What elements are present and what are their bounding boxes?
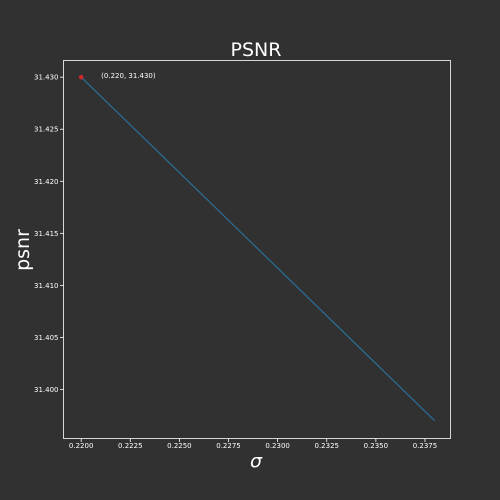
x-tick-label: 0.2250 [167, 442, 192, 450]
highlight-point-label: (0.220, 31.430) [101, 72, 156, 80]
y-tick-label: 31.405 [34, 334, 59, 342]
x-tick-label: 0.2225 [118, 442, 143, 450]
series-line [80, 76, 436, 422]
x-axis-label: σ [250, 450, 263, 472]
y-tick-label: 31.400 [34, 386, 59, 394]
x-tick-label: 0.2350 [364, 442, 389, 450]
y-tick-label: 31.410 [34, 282, 59, 290]
y-axis-label: psnr [12, 229, 34, 271]
highlight-point [78, 74, 84, 80]
chart-title: PSNR [231, 39, 282, 61]
y-tick-label: 31.425 [34, 126, 59, 134]
plot-frame [63, 60, 451, 439]
x-tick-label: 0.2300 [265, 442, 290, 450]
y-tick-label: 31.420 [34, 178, 59, 186]
x-tick-label: 0.2275 [216, 442, 241, 450]
x-tick-label: 0.2325 [314, 442, 339, 450]
x-tick-label: 0.2200 [69, 442, 94, 450]
y-tick-label: 31.415 [34, 230, 59, 238]
y-tick-label: 31.430 [34, 74, 59, 82]
x-tick-label: 0.2375 [413, 442, 438, 450]
